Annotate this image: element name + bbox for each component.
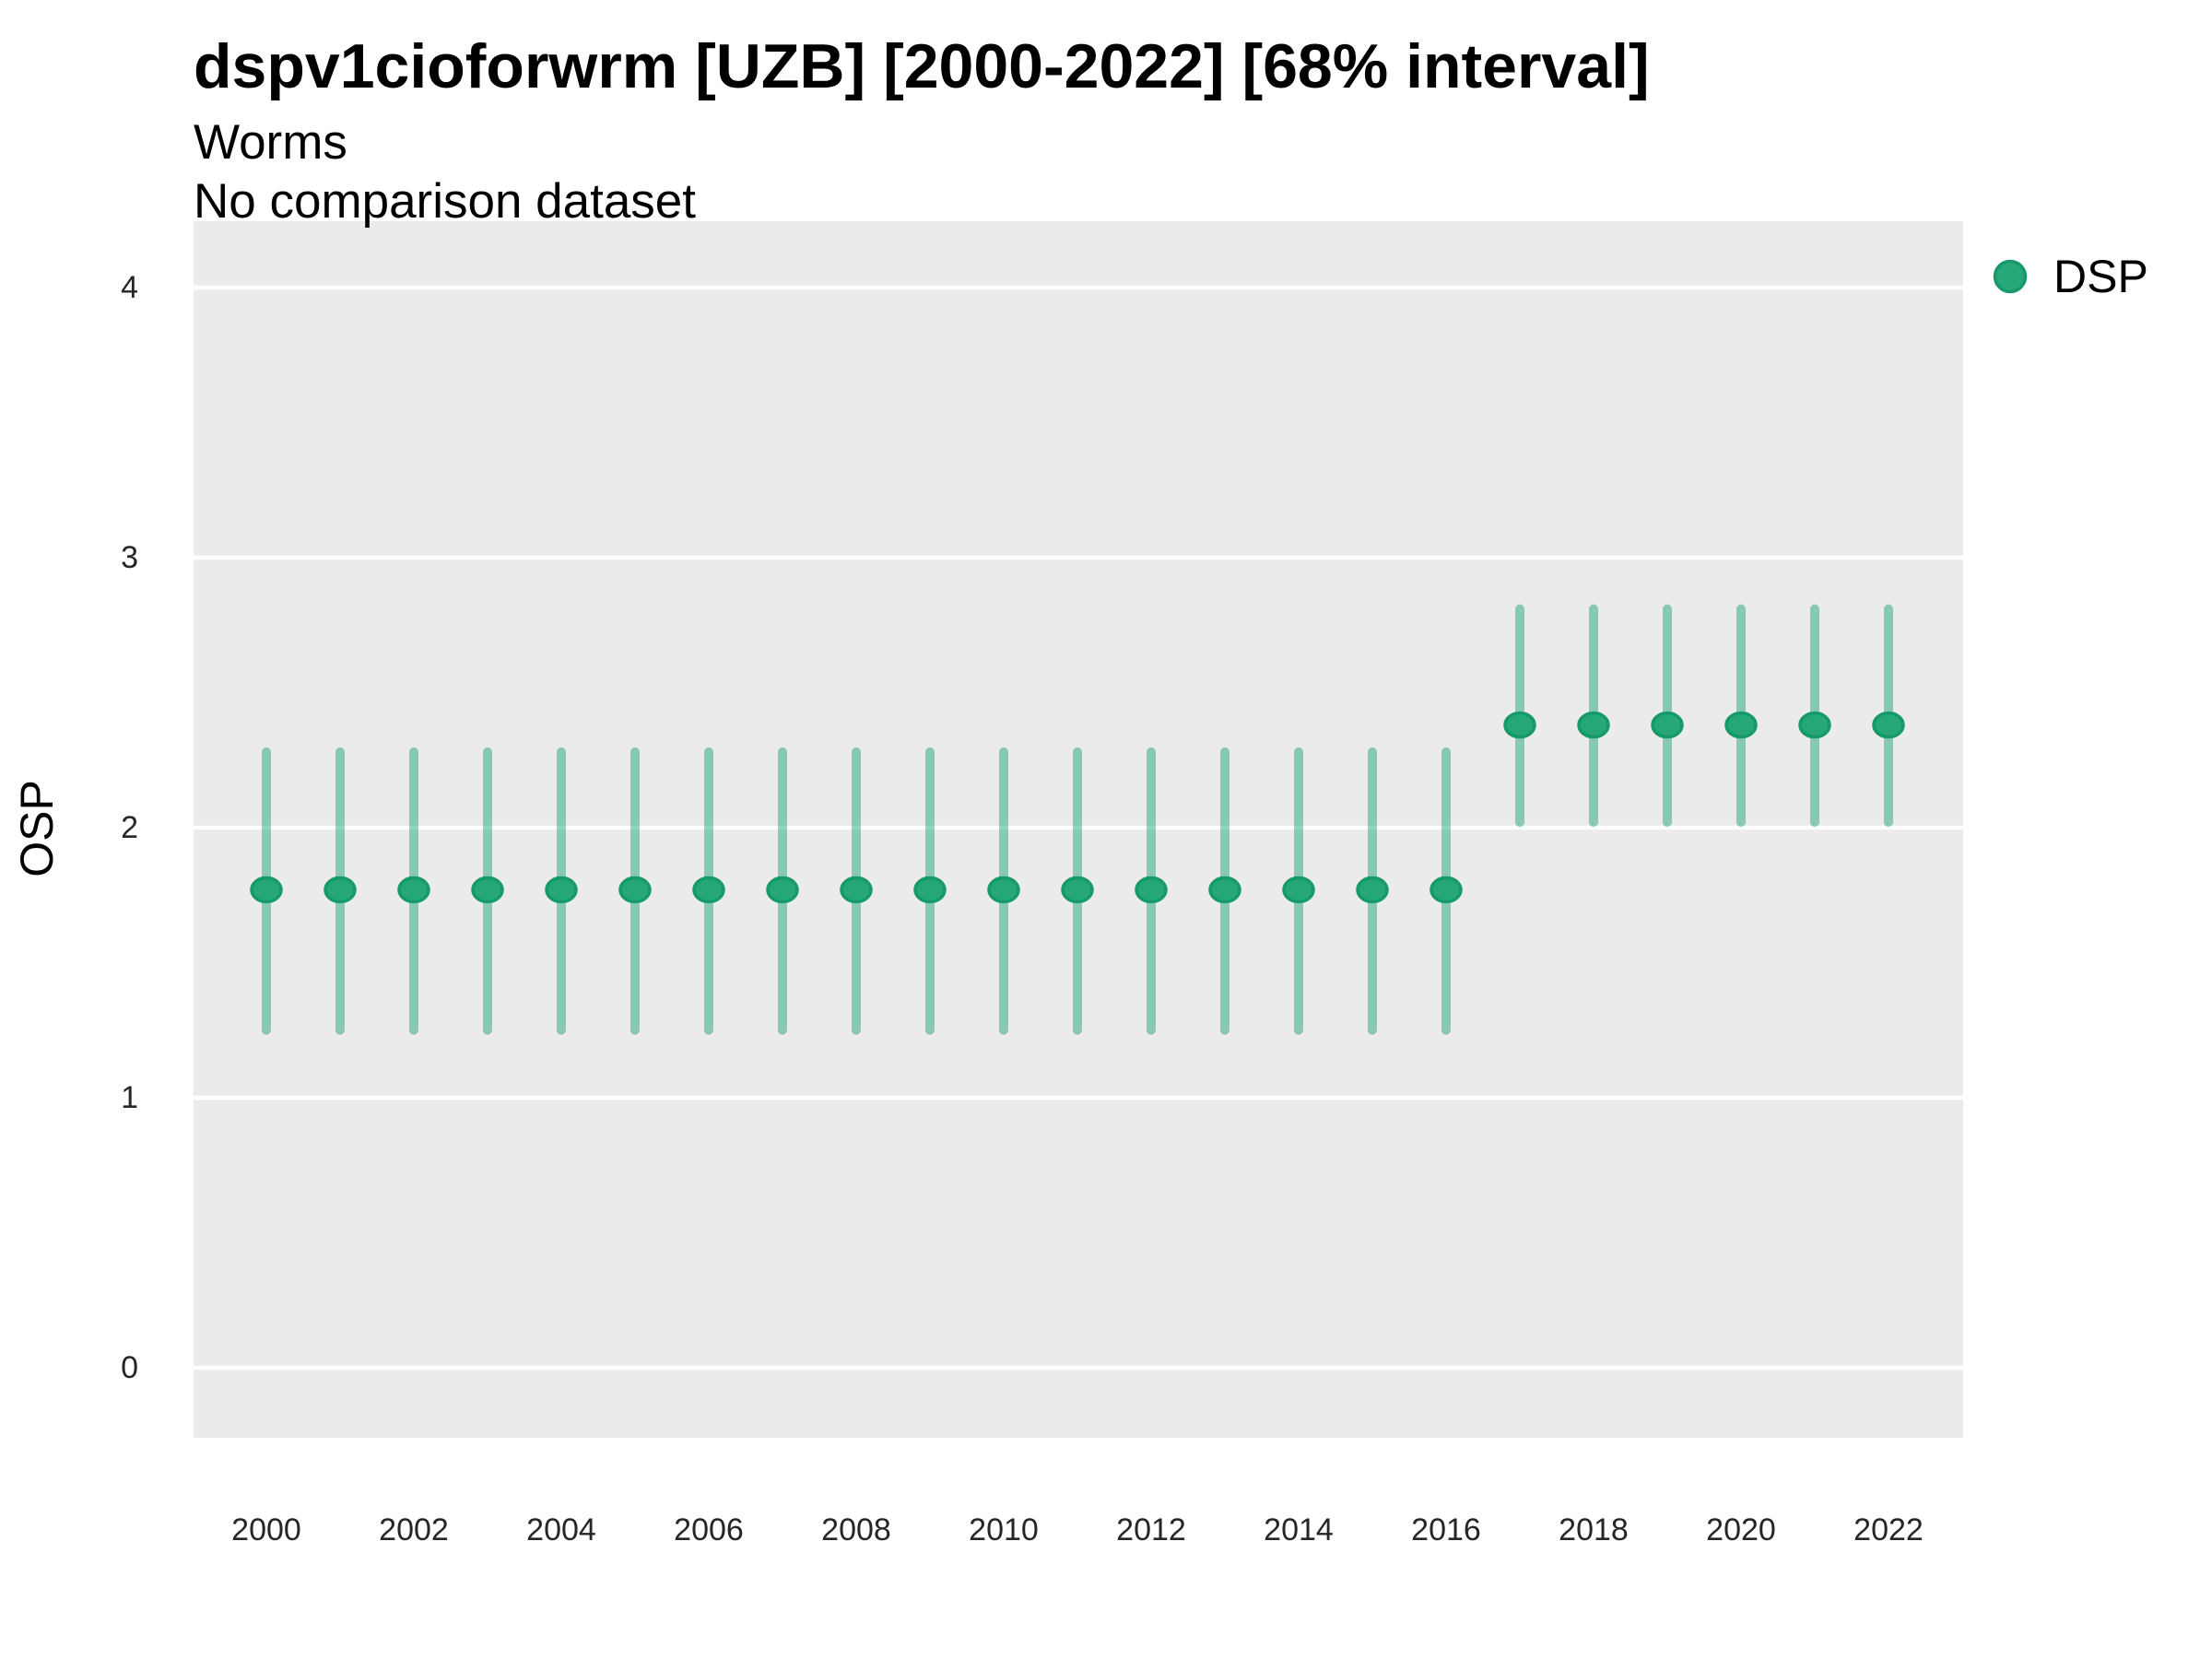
comparison-note: No comparison dataset (194, 174, 696, 229)
point-marker (618, 876, 652, 904)
pointrange-DSP-2011 (1061, 747, 1094, 1035)
pointrange-DSP-2014 (1282, 747, 1315, 1035)
chart-title: dspv1cioforwrm [UZB] [2000-2022] [68% in… (194, 31, 1650, 101)
x-tick-label-2018: 2018 (1559, 1512, 1629, 1547)
pointrange-DSP-2005 (618, 747, 652, 1035)
point-marker (692, 876, 725, 904)
pointrange-DSP-2009 (913, 747, 947, 1035)
pointrange-DSP-2006 (692, 747, 725, 1035)
x-tick-label-2014: 2014 (1264, 1512, 1334, 1547)
point-marker (987, 876, 1020, 904)
y-tick-label-3: 3 (121, 540, 138, 575)
pointrange-DSP-2015 (1356, 747, 1389, 1035)
point-marker (1282, 876, 1315, 904)
y-tick-label-2: 2 (121, 810, 138, 845)
pointrange-DSP-2004 (545, 747, 578, 1035)
point-marker (1430, 876, 1463, 904)
point-marker (397, 876, 430, 904)
chart-subtitle: Worms (194, 115, 347, 170)
x-tick-label-2002: 2002 (379, 1512, 449, 1547)
legend: DSP (1993, 251, 2148, 302)
pointrange-DSP-2002 (397, 747, 430, 1035)
point-marker (840, 876, 873, 904)
pointrange-DSP-2000 (250, 747, 283, 1035)
y-tick-label-0: 0 (121, 1350, 138, 1385)
point-marker (1503, 711, 1536, 739)
y-tick-label-1: 1 (121, 1080, 138, 1115)
point-marker (324, 876, 357, 904)
point-marker (913, 876, 947, 904)
pointrange-DSP-2019 (1651, 604, 1684, 828)
y-tick-label-4: 4 (121, 270, 138, 305)
pointrange-DSP-2012 (1135, 747, 1168, 1035)
y-axis-title: OSP (11, 780, 63, 877)
pointrange-DSP-2013 (1208, 747, 1241, 1035)
point-marker (1135, 876, 1168, 904)
point-marker (1061, 876, 1094, 904)
x-tick-label-2012: 2012 (1116, 1512, 1186, 1547)
pointrange-DSP-2001 (324, 747, 357, 1035)
pointrange-DSP-2008 (840, 747, 873, 1035)
legend-label: DSP (2053, 251, 2148, 302)
y-axis-tick-labels: 0 1 2 3 4 (121, 270, 138, 1385)
x-tick-label-2000: 2000 (231, 1512, 301, 1547)
point-marker (1208, 876, 1241, 904)
pointrange-DSP-2020 (1724, 604, 1758, 828)
x-tick-label-2016: 2016 (1411, 1512, 1481, 1547)
point-marker (471, 876, 504, 904)
pointrange-DSP-2007 (766, 747, 799, 1035)
point-marker (1577, 711, 1610, 739)
point-marker (766, 876, 799, 904)
pointrange-DSP-2021 (1798, 604, 1831, 828)
pointrange-marks (250, 604, 1905, 1035)
pointrange-DSP-2010 (987, 747, 1020, 1035)
x-tick-label-2022: 2022 (1853, 1512, 1924, 1547)
pointrange-DSP-2018 (1577, 604, 1610, 828)
pointrange-DSP-2016 (1430, 747, 1463, 1035)
x-tick-label-2020: 2020 (1706, 1512, 1776, 1547)
pointrange-DSP-2017 (1503, 604, 1536, 828)
point-marker (1798, 711, 1831, 739)
legend-dot-icon (1993, 259, 2028, 294)
point-marker (545, 876, 578, 904)
point-marker (1724, 711, 1758, 739)
x-tick-label-2010: 2010 (969, 1512, 1039, 1547)
x-tick-label-2004: 2004 (526, 1512, 596, 1547)
point-marker (1651, 711, 1684, 739)
point-marker (1872, 711, 1905, 739)
point-marker (250, 876, 283, 904)
point-marker (1356, 876, 1389, 904)
pointrange-DSP-2022 (1872, 604, 1905, 828)
x-axis-tick-labels: 2000 2002 2004 2006 2008 2010 2012 2014 2016 2018… (231, 1512, 1924, 1547)
x-tick-label-2008: 2008 (821, 1512, 891, 1547)
x-tick-label-2006: 2006 (674, 1512, 744, 1547)
pointrange-DSP-2003 (471, 747, 504, 1035)
